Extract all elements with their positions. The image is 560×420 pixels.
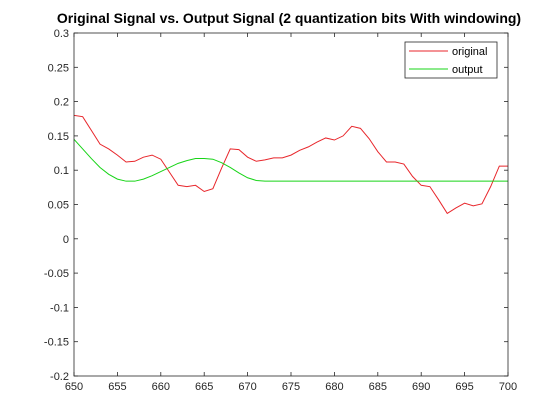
legend-label-output: output bbox=[452, 64, 483, 76]
y-tick-label: -0.15 bbox=[44, 337, 69, 349]
y-tick-label: -0.1 bbox=[50, 302, 69, 314]
legend-box bbox=[404, 41, 498, 79]
x-tick-label: 700 bbox=[499, 381, 517, 393]
series-line-output bbox=[73, 138, 508, 182]
y-tick-label: 0.05 bbox=[48, 200, 69, 212]
y-tick-label: 0.2 bbox=[54, 97, 69, 109]
x-tick-label: 655 bbox=[108, 381, 126, 393]
y-tick-label: -0.05 bbox=[44, 268, 69, 280]
y-tick-label: 0 bbox=[63, 234, 69, 246]
x-tick-label: 690 bbox=[412, 381, 430, 393]
y-tick-label: 0.1 bbox=[54, 165, 69, 177]
y-tick-label: 0.3 bbox=[54, 28, 69, 40]
x-tick-label: 665 bbox=[195, 381, 213, 393]
series-layer bbox=[73, 114, 508, 215]
chart-title: Original Signal vs. Output Signal (2 qua… bbox=[57, 10, 521, 26]
plot-area bbox=[74, 33, 508, 376]
x-tick-label: 675 bbox=[282, 381, 300, 393]
series-line-original bbox=[73, 114, 508, 215]
axes-layer: 650 655 660 665 670 675 680 685 690 695 700 -0.2 -0.… bbox=[44, 28, 517, 393]
y-tick-label: -0.2 bbox=[50, 371, 69, 383]
x-tick-label: 650 bbox=[65, 381, 83, 393]
legend-label-original: original bbox=[452, 46, 487, 58]
x-tick-label: 695 bbox=[455, 381, 473, 393]
x-tick-label: 680 bbox=[325, 381, 343, 393]
y-tick-label: 0.15 bbox=[48, 131, 69, 143]
x-tick-label: 685 bbox=[369, 381, 387, 393]
y-tick-label: 0.25 bbox=[48, 62, 69, 74]
x-tick-label: 660 bbox=[152, 381, 170, 393]
legend: original output bbox=[404, 41, 498, 79]
x-tick-label: 670 bbox=[238, 381, 256, 393]
